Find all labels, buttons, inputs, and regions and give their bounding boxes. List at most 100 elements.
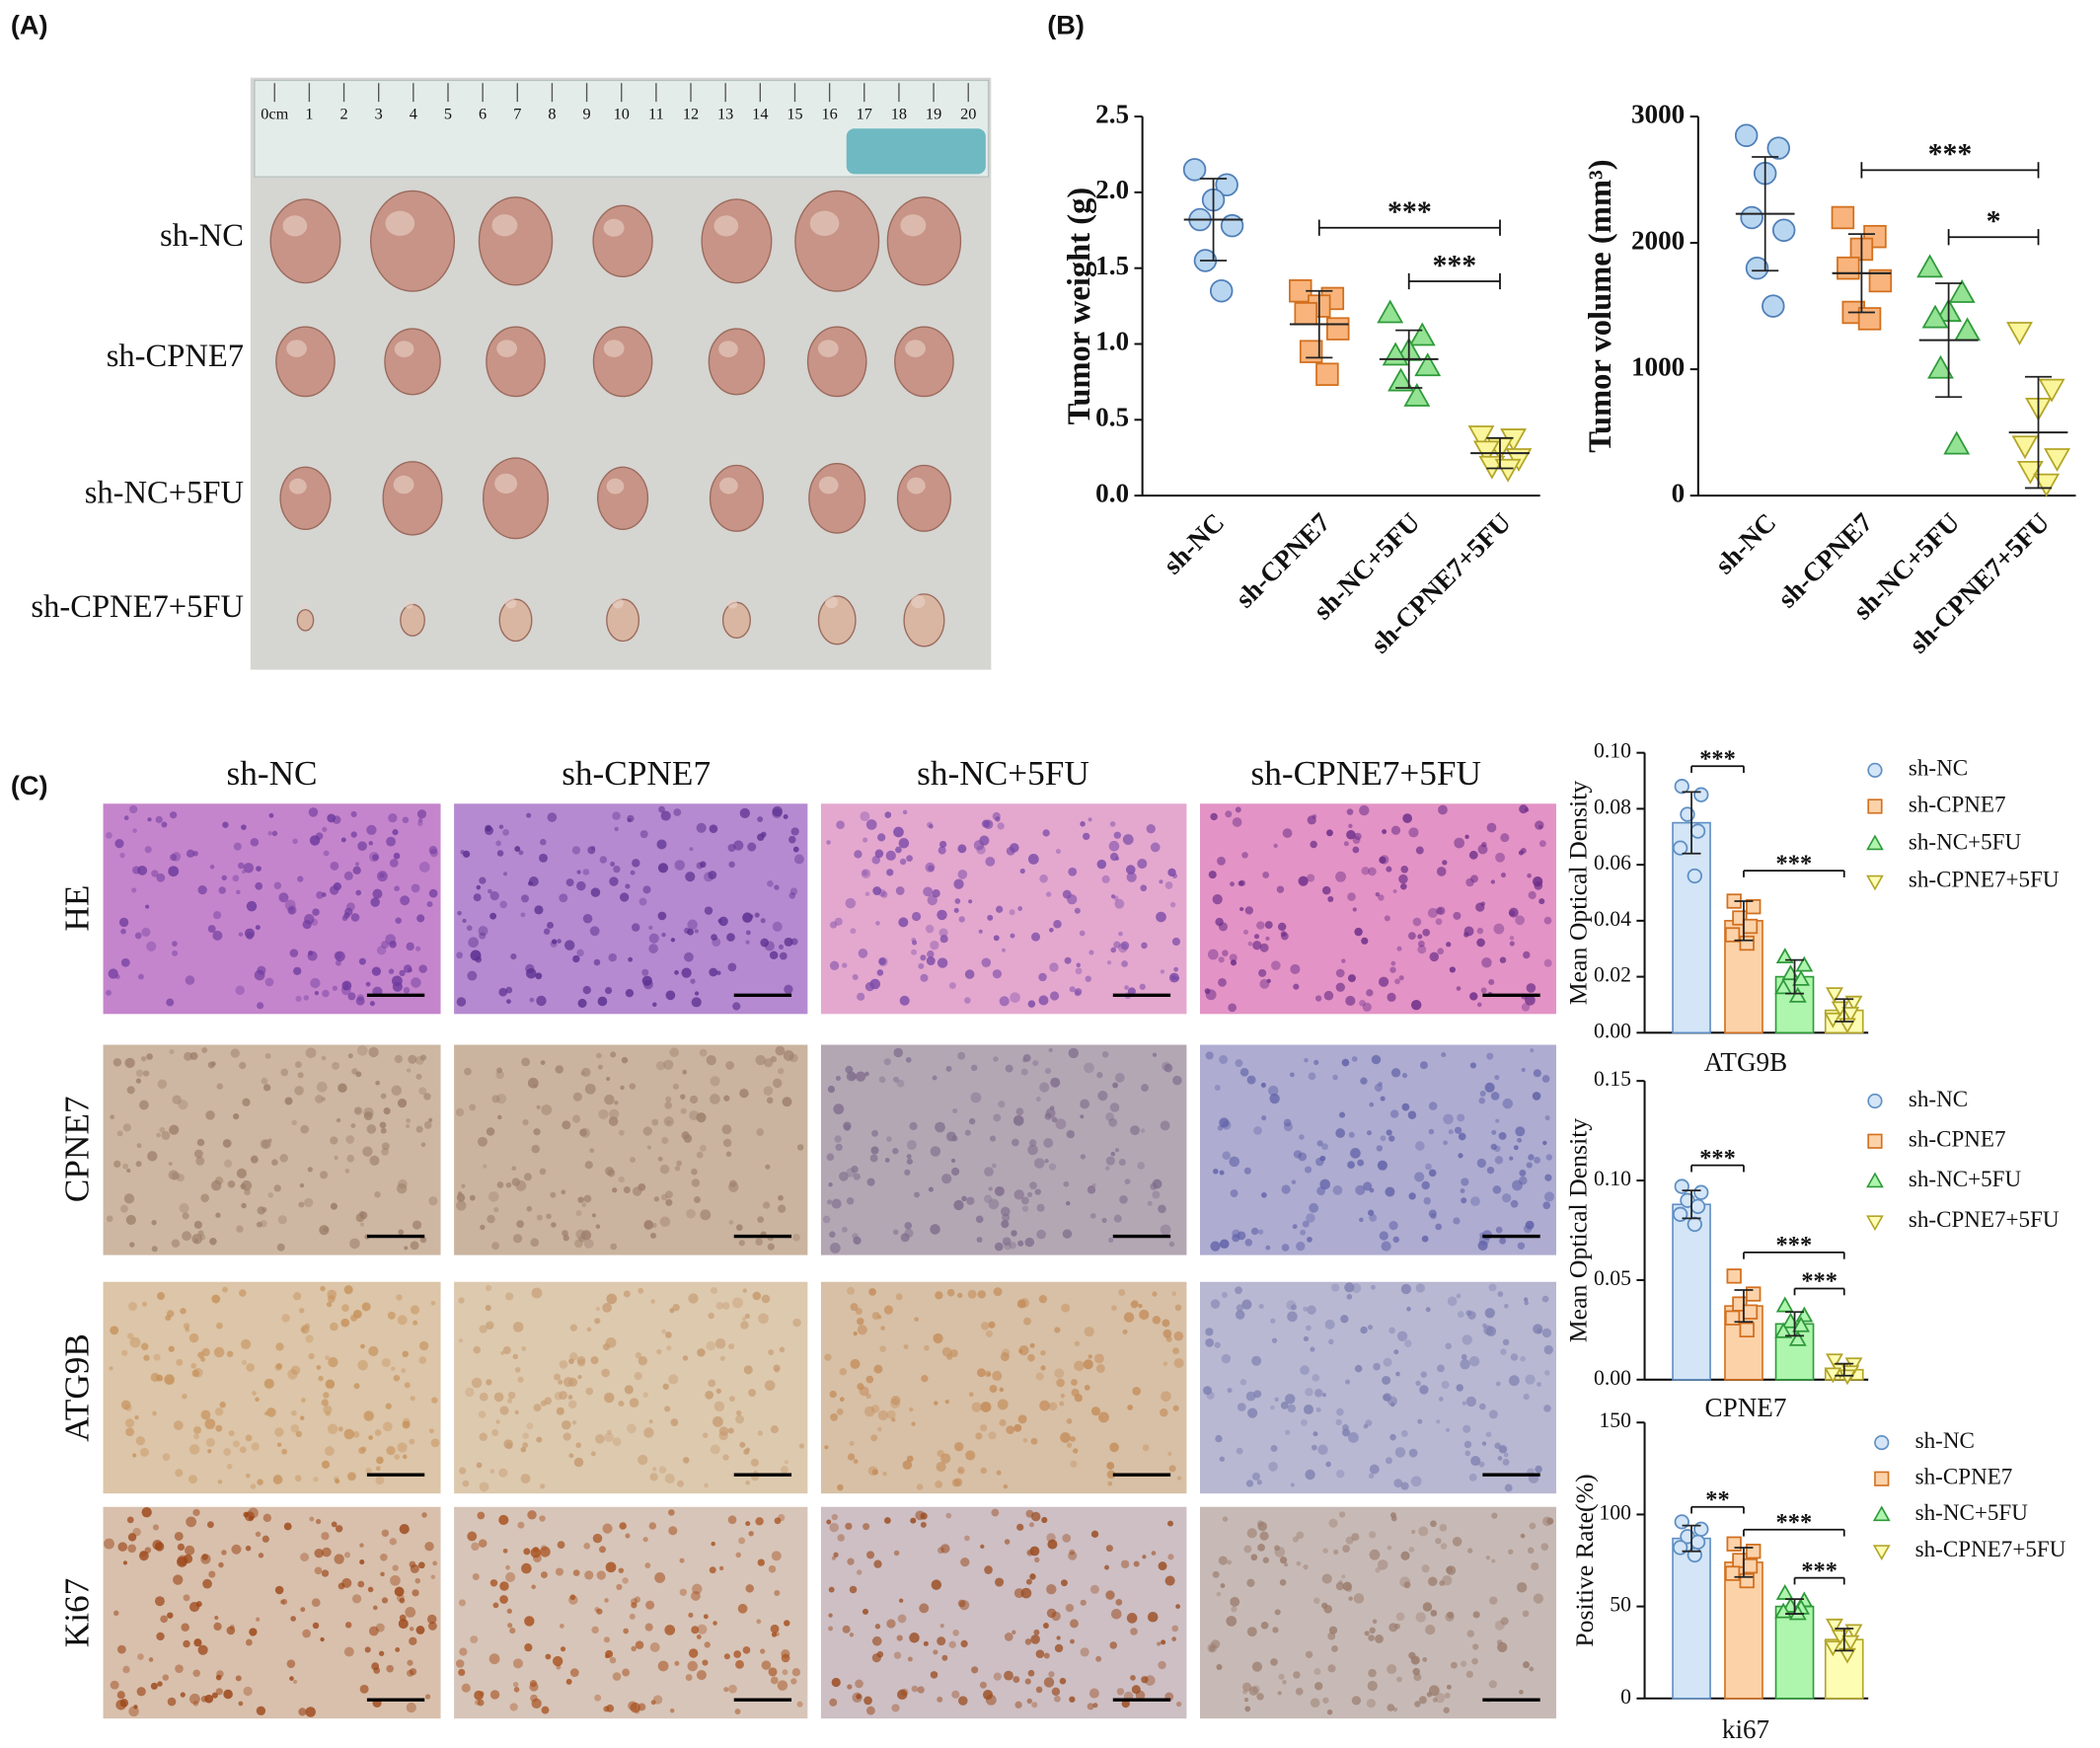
cell [1290,963,1301,975]
cell [1304,1058,1309,1063]
cell [783,1050,794,1061]
cell [827,1085,836,1094]
cell [222,1139,232,1148]
cell [1113,1214,1122,1223]
cell [1115,856,1120,861]
cell [587,846,596,855]
cell [774,1589,781,1597]
point [1182,158,1207,182]
cell [1105,1156,1115,1166]
point [1868,268,1893,293]
cell [650,1700,656,1706]
cell [1535,820,1544,830]
cell [1068,1551,1078,1560]
cell [359,1559,365,1565]
cell [893,1076,899,1083]
tumor-highlight [494,473,518,494]
cell [1106,960,1112,965]
tumor [808,462,866,534]
cell [770,1056,778,1063]
cell [1422,1656,1428,1662]
cell [884,1158,890,1163]
cell [1533,1069,1541,1078]
cell [645,1600,655,1610]
cell [202,1578,212,1589]
cell [458,1297,465,1304]
cell [119,852,125,859]
cell [1207,949,1219,960]
cell [576,1355,586,1365]
cell [1321,885,1331,895]
cell [458,1668,466,1676]
cell [1251,1355,1262,1366]
cell [1027,1669,1035,1677]
cell [852,1233,859,1240]
cell [110,1326,119,1335]
cell [344,1622,352,1629]
cell [1261,1115,1267,1121]
cell [772,1078,783,1089]
y-tick-label: 100 [1599,1500,1631,1524]
cell [679,1588,688,1596]
cell [530,1694,538,1703]
cell [1456,986,1462,991]
cell [506,1608,512,1614]
cell [252,1391,257,1396]
cell [850,928,857,935]
cell [1068,867,1078,876]
cell [965,1450,976,1461]
cell [1341,1574,1346,1579]
cell [558,1379,563,1385]
cell [432,1560,437,1566]
cell [727,1515,737,1525]
cell [507,1623,513,1629]
cell [1366,1130,1373,1136]
point [1831,205,1855,230]
cell [1060,1393,1066,1399]
cell [550,1191,557,1198]
point [1838,1647,1856,1664]
cell [1020,1068,1028,1076]
cell [737,1603,748,1614]
cell [1230,881,1235,887]
cell [276,1442,282,1447]
cell [499,1406,509,1415]
cell [976,1237,983,1243]
cell [108,968,118,979]
cell [248,1515,254,1521]
cell [389,859,399,868]
cell [1423,1196,1432,1205]
cell [114,839,124,849]
cell [1498,1445,1508,1454]
point [1408,322,1436,346]
cell [696,1634,702,1639]
cell [996,905,1004,913]
cell [1445,1342,1452,1350]
cell [486,1322,494,1330]
cell [1393,1479,1403,1488]
cell [1519,804,1529,814]
cell [235,985,245,996]
cell [828,1626,833,1632]
cell [1035,1686,1043,1694]
cell [1446,942,1452,948]
cell [1387,1664,1397,1675]
cell [529,997,535,1003]
cell [630,1157,637,1164]
cell [457,911,462,916]
cell [890,1395,901,1406]
cell [1314,995,1322,1002]
cell [978,929,983,934]
cell [663,1116,674,1127]
cell [386,1664,394,1673]
cell [1476,1158,1486,1169]
cell [575,1229,586,1240]
cell [1476,938,1485,948]
cell [1167,1520,1173,1527]
cell [267,831,272,836]
legend-label: sh-NC+5FU [1909,828,2022,854]
cell [863,1406,875,1417]
cell [536,1104,541,1109]
cell [1219,1055,1229,1064]
cell [193,1238,199,1244]
